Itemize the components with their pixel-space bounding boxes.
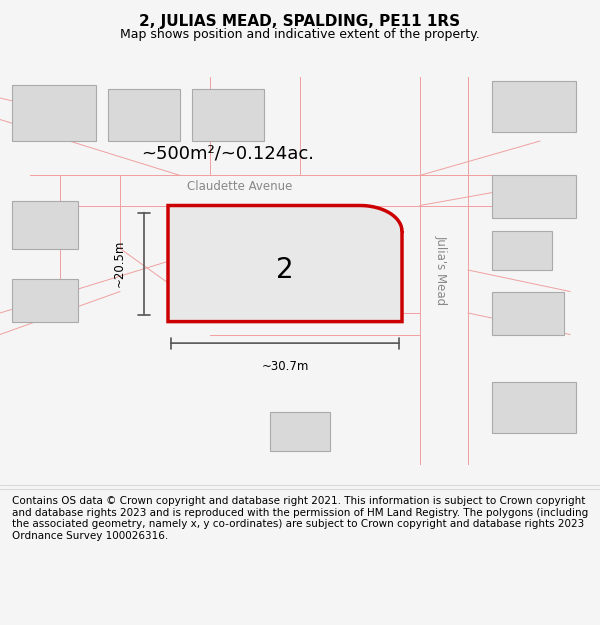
Bar bbox=[492, 176, 576, 218]
Bar bbox=[270, 412, 330, 451]
Bar bbox=[492, 81, 576, 132]
Text: 2, JULIAS MEAD, SPALDING, PE11 1RS: 2, JULIAS MEAD, SPALDING, PE11 1RS bbox=[139, 14, 461, 29]
Bar bbox=[12, 201, 78, 249]
Text: 2: 2 bbox=[276, 256, 294, 284]
Text: Contains OS data © Crown copyright and database right 2021. This information is : Contains OS data © Crown copyright and d… bbox=[12, 496, 588, 541]
Bar bbox=[492, 382, 576, 433]
Bar bbox=[492, 231, 552, 270]
Text: Map shows position and indicative extent of the property.: Map shows position and indicative extent… bbox=[120, 28, 480, 41]
Bar bbox=[492, 291, 564, 334]
Bar bbox=[222, 240, 330, 296]
Bar bbox=[12, 85, 96, 141]
Text: Claudette Avenue: Claudette Avenue bbox=[187, 179, 293, 192]
Text: ~500m²/~0.124ac.: ~500m²/~0.124ac. bbox=[142, 145, 314, 163]
Text: ~20.5m: ~20.5m bbox=[113, 240, 126, 288]
Bar bbox=[192, 89, 264, 141]
Bar bbox=[108, 89, 180, 141]
Text: Julia's Mead: Julia's Mead bbox=[434, 235, 448, 305]
Text: ~30.7m: ~30.7m bbox=[262, 360, 308, 373]
Bar bbox=[12, 279, 78, 322]
Polygon shape bbox=[168, 206, 402, 322]
